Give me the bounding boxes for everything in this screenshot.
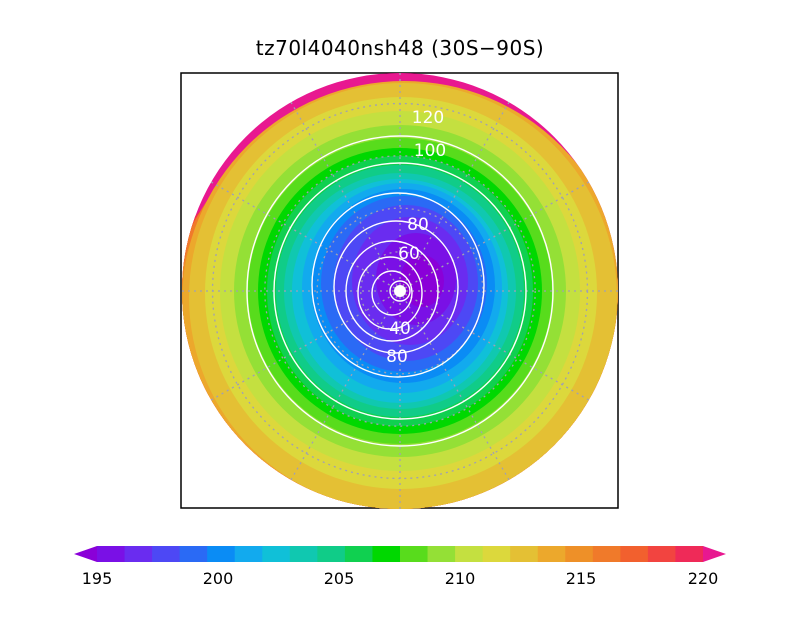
colorbar-segment (703, 546, 726, 562)
colorbar-segment (234, 546, 263, 562)
colorbar-tick-label: 215 (566, 569, 597, 588)
meridian-line (399, 181, 590, 292)
contour-line (311, 192, 485, 378)
contour-line (333, 220, 459, 354)
colorbar-segment (152, 546, 181, 562)
contour-labels: 120 100 80 60 40 80 (386, 108, 446, 367)
colorbar-segment (647, 546, 676, 562)
latitude-circle (360, 251, 440, 331)
colorbar-segment (74, 546, 97, 562)
contour-line (389, 280, 411, 302)
colorbar-segment (97, 546, 126, 562)
contour-label: 80 (407, 215, 429, 235)
colorbar-segment (400, 546, 429, 562)
colorbar-segment (372, 546, 401, 562)
contour-label: 60 (398, 244, 420, 264)
colorbar-segment (124, 546, 153, 562)
map-title: tz70l4040nsh48 (30S−90S) (255, 36, 545, 60)
colorbar-segment (317, 546, 346, 562)
colorbar-tick-label: 205 (324, 569, 355, 588)
meridian-line (399, 290, 590, 401)
colorbar-tick-label: 200 (203, 569, 234, 588)
colorbar-segment (510, 546, 539, 562)
colorbar: 195 200 205 210 215 220 (74, 546, 726, 588)
contour-line (273, 162, 527, 420)
colorbar-segment (565, 546, 594, 562)
colorbar-tick-label: 220 (688, 569, 719, 588)
meridian-line (399, 101, 510, 292)
contour-label: 120 (412, 108, 444, 128)
colorbar-segment (592, 546, 621, 562)
colorbar-segment (179, 546, 208, 562)
colorbar-segment (482, 546, 511, 562)
colorbar-tick-label: 195 (82, 569, 113, 588)
latitude-circle (264, 155, 536, 427)
contour-label: 80 (386, 347, 408, 367)
contour-line (345, 240, 439, 342)
contour-line (371, 270, 413, 316)
meridian-line (210, 290, 401, 401)
colorbar-segment (620, 546, 649, 562)
colorbar-segment (207, 546, 236, 562)
contour-lines (246, 135, 554, 447)
meridian-line (290, 290, 401, 481)
pole-marker (394, 285, 406, 297)
colorbar-segment (455, 546, 484, 562)
contour-line (357, 256, 423, 330)
colorbar-segment (289, 546, 318, 562)
contour-label: 100 (414, 141, 446, 161)
colorbar-segment (427, 546, 456, 562)
colorbar-segment (344, 546, 373, 562)
colorbar-tick-label: 210 (445, 569, 476, 588)
meridian-line (399, 290, 510, 481)
colorbar-segment (675, 546, 704, 562)
contour-label: 40 (389, 319, 411, 339)
meridian-line (290, 101, 401, 292)
colorbar-segment (537, 546, 566, 562)
lat-lon-grid (182, 73, 618, 509)
colorbar-segment (262, 546, 291, 562)
contour-line (246, 135, 554, 447)
meridian-line (210, 181, 401, 292)
latitude-circle (316, 207, 484, 375)
